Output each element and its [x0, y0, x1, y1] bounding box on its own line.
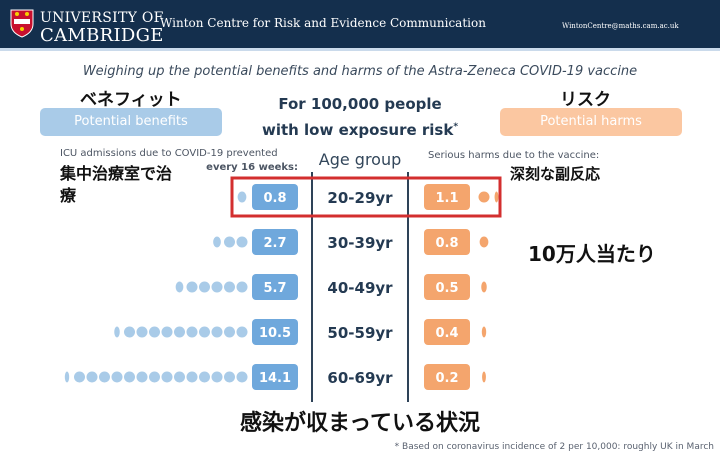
benefit-dot [224, 371, 235, 383]
harm-dot [481, 281, 487, 293]
benefit-dot [199, 281, 210, 293]
highlight-box [230, 176, 502, 218]
contact-email: WintonCentre@maths.cam.ac.uk [562, 22, 679, 30]
headline-line2: with low exposure risk [261, 121, 454, 139]
university-name-line2: CAMBRIDGE [40, 25, 164, 46]
benefit-dot [224, 281, 235, 293]
annotation-risk-jp: リスク [560, 90, 611, 110]
headline-line1: For 100,000 people [278, 95, 442, 113]
age-label: 40-49yr [327, 279, 393, 297]
benefit-dot [224, 236, 235, 248]
benefit-dot [186, 281, 198, 293]
annotation-icu-jp: 集中治療室で治療 [60, 164, 173, 205]
benefit-value-box [252, 274, 298, 300]
harm-value-box [424, 274, 470, 300]
harm-value-box [424, 229, 470, 255]
benefit-dot [124, 371, 135, 383]
benefit-column-header: ICU admissions due to COVID-19 prevented [60, 148, 278, 159]
harm-value-label: 0.8 [435, 236, 458, 251]
annotation-benefit-jp: ベネフィット [80, 90, 182, 110]
benefit-dot [236, 236, 248, 248]
benefit-dot [74, 371, 85, 383]
harm-dot [482, 371, 486, 383]
footnote: * Based on coronavirus incidence of 2 pe… [394, 442, 714, 452]
harm-dot [478, 191, 490, 203]
benefit-value-box [252, 229, 298, 255]
benefit-dot [99, 371, 110, 383]
age-label: 20-29yr [327, 189, 393, 207]
harm-value-label: 0.5 [435, 281, 458, 296]
benefit-value-label: 0.8 [263, 191, 286, 206]
benefit-dot [224, 326, 235, 338]
harm-dot [479, 236, 489, 248]
headline-mark: * [453, 122, 459, 132]
site-header: UNIVERSITY OF CAMBRIDGE Winton Centre fo… [0, 0, 720, 48]
benefit-dot [161, 326, 173, 338]
benefit-dot [161, 371, 173, 383]
annotation-situation-jp: 感染が収まっている状況 [239, 411, 481, 436]
benefit-dot [199, 326, 210, 338]
annotation-serious-jp: 深刻な副反応 [510, 165, 601, 183]
benefit-dot [124, 326, 135, 338]
benefit-dot [186, 371, 198, 383]
benefit-dot [149, 371, 160, 383]
age-label: 50-59yr [327, 324, 393, 342]
benefit-value-box [252, 319, 298, 345]
centre-name: Winton Centre for Risk and Evidence Comm… [160, 16, 486, 30]
age-group-header: Age group [318, 150, 402, 169]
benefit-dot [211, 281, 223, 293]
benefit-value-label: 5.7 [263, 281, 286, 296]
benefit-dot [111, 371, 123, 383]
benefit-dot [114, 326, 120, 338]
harm-dot [494, 191, 499, 203]
chart-title: Weighing up the potential benefits and h… [82, 64, 638, 79]
benefit-dot [211, 326, 223, 338]
benefit-value-label: 14.1 [259, 371, 291, 386]
benefit-value-box [252, 184, 298, 210]
benefit-dot [211, 371, 223, 383]
cambridge-crest-icon [10, 9, 34, 38]
harms-label: Potential harms [500, 108, 682, 136]
harm-value-label: 0.2 [435, 371, 458, 386]
benefit-dot [213, 236, 221, 248]
benefit-dot [149, 326, 160, 338]
benefit-dot [136, 326, 148, 338]
benefit-dot [236, 281, 248, 293]
harm-value-label: 1.1 [435, 191, 458, 206]
harm-value-box [424, 319, 470, 345]
benefit-dot [174, 371, 185, 383]
benefit-value-box [252, 364, 298, 390]
benefits-label: Potential benefits [40, 108, 222, 136]
benefit-value-label: 2.7 [263, 236, 286, 251]
benefit-dot [236, 326, 248, 338]
age-label: 60-69yr [327, 369, 393, 387]
benefit-dot [237, 191, 247, 203]
harm-dot [481, 326, 487, 338]
harm-value-box [424, 184, 470, 210]
benefit-dot [64, 371, 70, 383]
benefit-value-label: 10.5 [259, 326, 291, 341]
benefit-dot [86, 371, 98, 383]
university-name-line1: UNIVERSITY OF [40, 10, 164, 26]
chart-headline: For 100,000 people with low exposure ris… [240, 93, 480, 142]
benefit-dot [199, 371, 210, 383]
annotation-per-100k-jp: 10万人当たり [528, 242, 656, 266]
benefit-dot [236, 371, 248, 383]
header-divider [0, 48, 720, 51]
benefit-dot [175, 281, 184, 293]
benefit-dot [136, 371, 148, 383]
benefit-column-header-2: every 16 weeks: [206, 162, 298, 173]
harm-value-box [424, 364, 470, 390]
age-label: 30-39yr [327, 234, 393, 252]
benefit-dot [186, 326, 198, 338]
harm-column-header: Serious harms due to the vaccine: [428, 150, 600, 161]
benefit-dot [174, 326, 185, 338]
harm-value-label: 0.4 [435, 326, 458, 341]
